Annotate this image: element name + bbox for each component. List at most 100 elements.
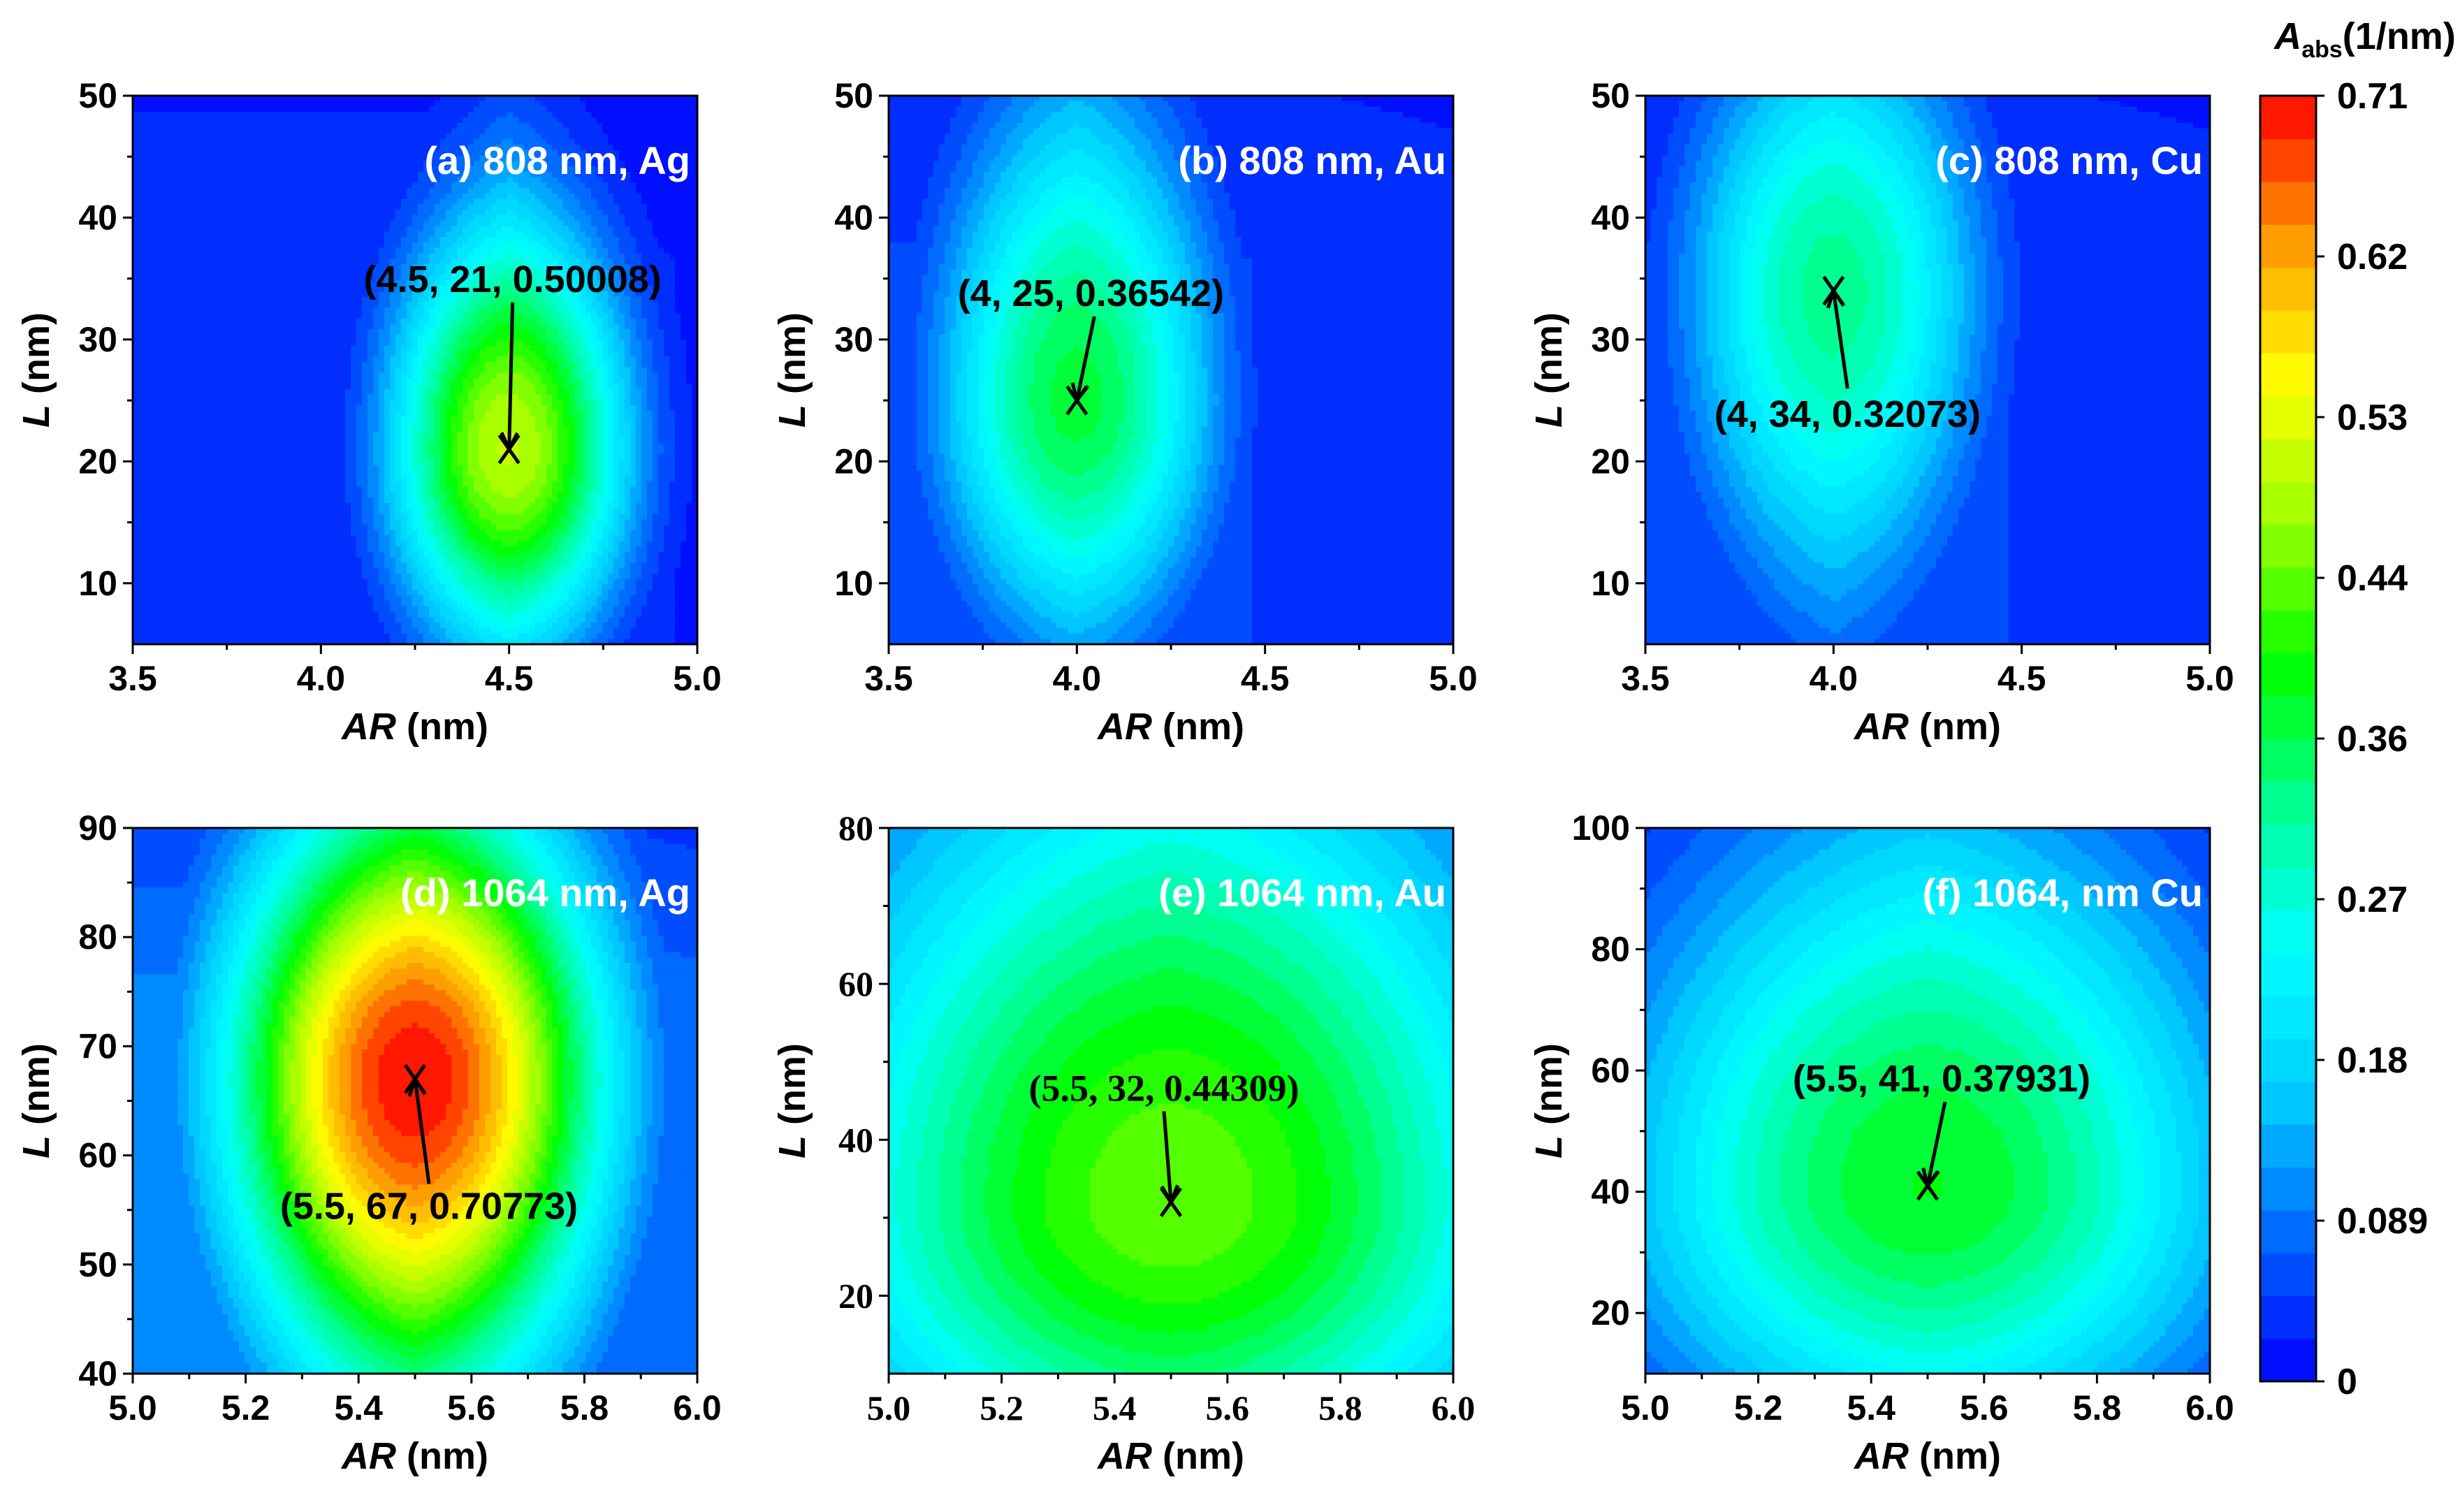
contour-field [1645,828,2210,1374]
y-tick-label: 60 [1591,1051,1630,1090]
panels-layer: 3.5 4.0 4.5 5.0 10 20 30 40 50 AR (nm) L (nm) (a) 8… [15,76,2234,1477]
x-axis-label: AR (nm) [340,1435,488,1477]
x-tick-label: 4.5 [1997,659,2046,698]
contour-field [889,96,1453,644]
peak-annotation: (5.5, 41, 0.37931) [1793,1058,2090,1100]
colorbar-tick-label: 0.62 [2337,237,2408,277]
annotation-arrow [1070,316,1096,405]
x-tick-label: 5.6 [447,1388,496,1427]
colorbar-tick-label: 0.18 [2337,1040,2408,1081]
colorbar-band [2260,739,2316,783]
colorbar-title-unit: (1/nm) [2343,15,2456,57]
y-axis-label: L (nm) [15,312,57,428]
colorbar-band [2260,395,2316,439]
panel-title: (e) 1064 nm, Au [1158,871,1446,915]
colorbar-tick-label: 0.44 [2337,558,2408,599]
y-tick-label: 30 [78,320,117,359]
annotation-arrow [1826,286,1849,389]
x-tick-label: 3.5 [864,659,913,698]
x-tick-label: 5.2 [980,1388,1024,1427]
contour-field [889,828,1453,1374]
x-tick-label: 5.2 [221,1388,270,1427]
panel-title: (d) 1064 nm, Ag [400,871,690,915]
y-tick-label: 90 [78,808,117,848]
colorbar-title: Aabs(1/nm) [2273,15,2456,63]
x-tick-label: 5.8 [560,1388,609,1427]
x-tick-label: 4.5 [1241,659,1290,698]
panel-title: (f) 1064, nm Cu [1923,871,2203,915]
y-tick-label: 20 [78,442,117,481]
x-tick-label: 3.5 [108,659,157,698]
x-tick-label: 5.0 [1429,659,1478,698]
x-tick-label: 5.8 [2073,1388,2122,1427]
colorbar-band [2260,653,2316,697]
y-tick-label: 10 [1591,564,1630,603]
y-tick-label: 40 [1591,198,1630,237]
colorbar-title-main: A [2273,15,2301,57]
x-tick-label: 4.0 [1810,659,1858,698]
y-tick-label: 100 [1572,808,1630,848]
colorbar-band [2260,824,2316,868]
colorbar-band [2260,781,2316,825]
panel-title: (a) 808 nm, Ag [424,138,690,182]
panel-title: (b) 808 nm, Au [1178,138,1446,182]
y-tick-label: 20 [1591,442,1630,481]
y-tick-label: 50 [78,1245,117,1284]
y-tick-label: 40 [1591,1172,1630,1212]
colorbar-band [2260,181,2316,225]
colorbar-band [2260,1038,2316,1082]
y-tick-label: 50 [1591,76,1630,115]
peak-annotation: (4.5, 21, 0.50008) [364,259,662,300]
y-tick-label: 40 [834,198,873,237]
colorbar-band [2260,224,2316,268]
peak-annotation: (4, 34, 0.32073) [1715,393,1981,435]
x-tick-label: 4.0 [1053,659,1102,698]
annotation-arrow [1160,1111,1179,1207]
colorbar-band [2260,438,2316,482]
panel-a: 3.5 4.0 4.5 5.0 10 20 30 40 50 AR (nm) L (nm) (a) 8… [15,76,722,748]
colorbar: Aabs(1/nm) 0.710.620.530.440.360.270.180… [2259,15,2456,1402]
y-axis-label: L (nm) [771,1043,813,1158]
colorbar-band [2260,1253,2316,1297]
x-axis-label: AR (nm) [1853,1435,2001,1477]
colorbar-tick-label: 0.71 [2337,76,2408,117]
x-tick-label: 4.0 [297,659,346,698]
colorbar-title-sub: abs [2301,36,2343,63]
colorbar-tick-label: 0.36 [2337,719,2408,759]
x-tick-label: 6.0 [673,1388,722,1427]
colorbar-bands [2260,96,2316,1382]
colorbar-band [2260,695,2316,739]
y-tick-label: 80 [78,917,117,957]
y-tick-label: 30 [1591,320,1630,359]
peak-annotation: (5.5, 67, 0.70773) [280,1185,578,1227]
panel-e: 5.0 5.2 5.4 5.6 5.8 6.0 20 40 60 80 AR (nm) L (nm) (… [771,808,1475,1477]
colorbar-band [2260,353,2316,397]
colorbar-band [2260,481,2316,525]
colorbar-band [2260,1295,2316,1339]
contour-field [133,828,697,1374]
x-axis-label: AR (nm) [1096,706,1244,748]
y-tick-label: 40 [78,1354,117,1393]
x-axis-label: AR (nm) [1096,1435,1244,1477]
colorbar-tick-label: 0.53 [2337,398,2408,438]
colorbar-band [2260,310,2316,354]
y-tick-label: 20 [1591,1293,1630,1332]
colorbar-band [2260,524,2316,568]
x-tick-label: 5.0 [673,659,722,698]
colorbar-tick-labels: 0.71 0.62 0.53 0.44 0.36 0.27 0.18 0.089 0 [2316,76,2428,1402]
colorbar-band [2260,1081,2316,1125]
colorbar-band [2260,96,2316,140]
peak-annotation: (5.5, 32, 0.44309) [1029,1068,1300,1110]
panel-d: 5.0 5.2 5.4 5.6 5.8 6.0 40 50 60 70 80 90 AR (nm) L (… [15,808,722,1477]
y-tick-label: 40 [78,198,117,237]
y-tick-label: 20 [834,442,873,481]
colorbar-band [2260,910,2316,954]
y-tick-label: 30 [834,320,873,359]
contour-field [1645,96,2210,644]
colorbar-band [2260,610,2316,654]
panel-f: 5.0 5.2 5.4 5.6 5.8 6.0 20 40 60 80 100 AR (nm) L (n… [1528,808,2234,1477]
contour-field [133,96,697,644]
x-tick-label: 5.6 [1206,1388,1250,1427]
y-tick-label: 60 [838,964,873,1003]
